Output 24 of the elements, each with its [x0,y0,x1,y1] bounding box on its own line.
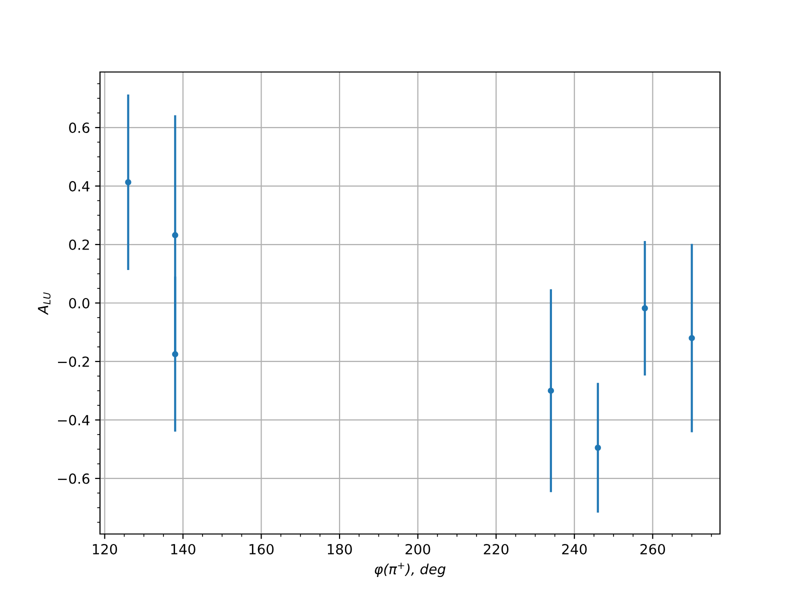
x-tick-label: 180 [328,544,352,554]
x-tick-label: 140 [171,544,196,554]
x-tick-label: 260 [640,544,666,554]
x-tick-label: 160 [250,544,274,554]
y-tick-label: −0.6 [58,473,90,484]
x-tick-label: 240 [562,544,587,554]
point [172,232,178,238]
point [688,334,695,342]
x-axis-title: φ(π$^{+}$), deg [374,562,446,578]
y-axis-title: A$_{LU}$ [38,292,51,316]
x-tick-label: 200 [406,544,430,554]
y-tick-label: 0.2 [69,239,89,250]
x-tick-label: 120 [92,544,118,554]
y-tick-label: −0.4 [58,414,90,426]
x-tick-label: 220 [484,544,508,554]
y-tick-label: 0.0 [69,298,90,308]
point [594,444,602,451]
point [172,351,178,358]
point [642,305,648,312]
y-tick-label: −0.2 [58,356,89,367]
point [125,179,132,186]
point [548,388,554,394]
y-tick-label: 0.6 [69,122,90,134]
y-tick-label: 0.4 [69,181,90,192]
